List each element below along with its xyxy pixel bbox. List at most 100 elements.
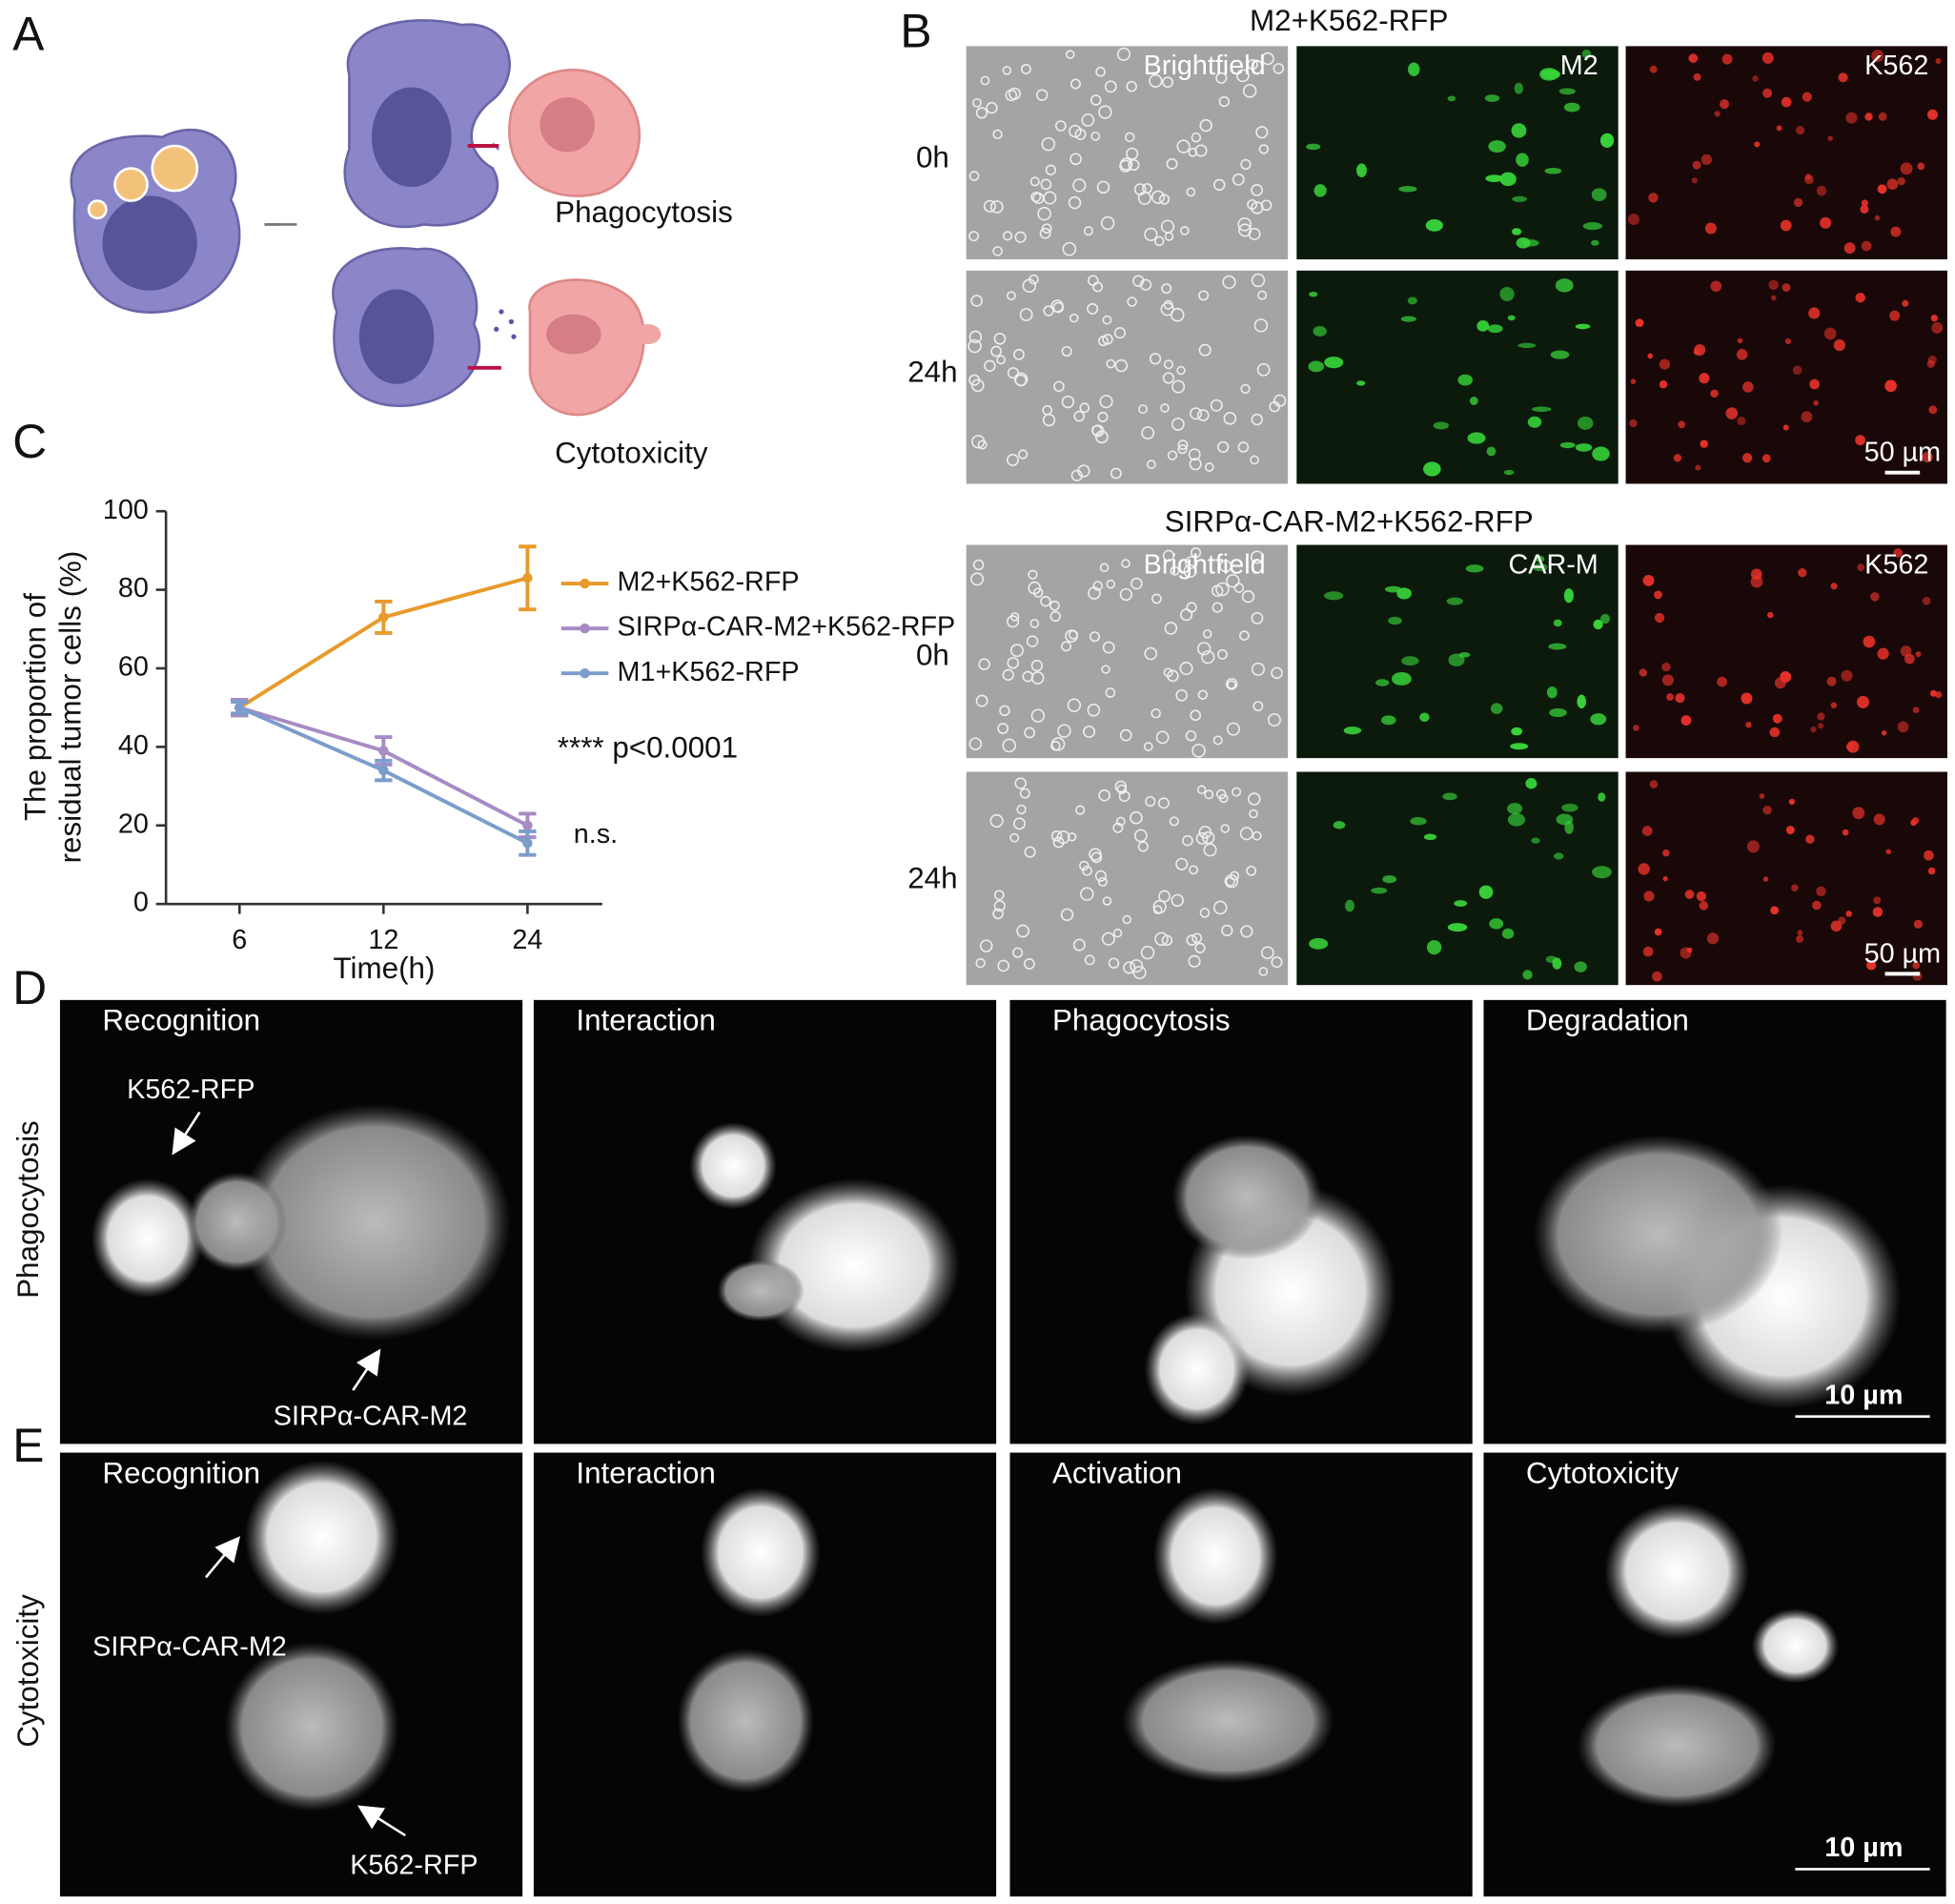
- cell: [1343, 727, 1362, 735]
- annotation: K562-RFP: [350, 1850, 478, 1880]
- cell: [1030, 192, 1042, 203]
- cell: [1503, 469, 1515, 476]
- cell: [1400, 316, 1416, 322]
- cell: [1772, 713, 1782, 724]
- cell: [972, 97, 982, 108]
- cell: [1247, 58, 1258, 71]
- annotation: K562-RFP: [127, 1075, 255, 1105]
- legend-label: M2+K562-RFP: [618, 567, 800, 598]
- cell: [1179, 662, 1193, 676]
- cell: [1856, 695, 1869, 708]
- cell: [1810, 726, 1817, 733]
- cell: [1160, 302, 1174, 317]
- group-title: M2+K562-RFP: [1250, 4, 1448, 37]
- cell: [1097, 876, 1108, 887]
- cell: [1870, 592, 1880, 602]
- cell: [1818, 723, 1824, 729]
- channel-label: CAR-M: [1508, 549, 1598, 580]
- cell: [1356, 380, 1366, 386]
- cell: [1535, 555, 1545, 563]
- cell: [1797, 930, 1803, 936]
- cell: [1213, 178, 1226, 192]
- row-label: 24h: [907, 862, 957, 895]
- stage-title: Cytotoxicity: [1526, 1456, 1680, 1489]
- cartoon-label: Cytotoxicity: [555, 437, 708, 470]
- cell: [1699, 901, 1709, 911]
- arrow: [204, 1536, 241, 1579]
- cell: [1556, 813, 1574, 826]
- cell: [1100, 215, 1115, 231]
- cell: [1014, 374, 1028, 387]
- cell: [1673, 454, 1682, 462]
- y-tick-label: 20: [118, 809, 149, 839]
- cell: [1017, 449, 1028, 460]
- side-label: Cytotoxicity: [11, 1594, 45, 1748]
- cell: [1642, 946, 1654, 957]
- cell: [1160, 403, 1170, 413]
- cell: [1861, 199, 1868, 207]
- cell: [1032, 587, 1044, 598]
- cell: [1248, 792, 1261, 806]
- cell: [1030, 660, 1044, 672]
- cell: [1189, 458, 1202, 471]
- cell: [1012, 947, 1024, 958]
- cell: [1024, 727, 1036, 739]
- cell: [1649, 780, 1659, 788]
- cell: [1488, 140, 1506, 153]
- cell: [993, 332, 1007, 345]
- cell: [1271, 666, 1283, 680]
- cell: [1410, 816, 1427, 826]
- cell: [1147, 460, 1156, 470]
- cell: [1817, 712, 1825, 721]
- cell: [1533, 1135, 1783, 1335]
- cell: [1036, 89, 1049, 101]
- cell: [1426, 940, 1442, 955]
- cell: [1654, 612, 1665, 624]
- cell: [1392, 671, 1412, 686]
- cell: [1886, 178, 1899, 190]
- cell: [1877, 647, 1889, 660]
- cell: [1577, 694, 1587, 709]
- cell: [1102, 334, 1113, 345]
- cell: [1423, 461, 1441, 477]
- cell: [1258, 144, 1270, 154]
- cell: [1630, 379, 1637, 384]
- cell: [978, 658, 990, 670]
- cell: [989, 813, 1004, 829]
- cell: [1184, 556, 1198, 569]
- cell: [1180, 608, 1193, 622]
- cell: [1074, 128, 1087, 140]
- cell: [1186, 934, 1198, 946]
- channel-label: K562: [1864, 51, 1928, 81]
- stage-title: Activation: [1052, 1456, 1182, 1489]
- cell: [1128, 158, 1140, 172]
- series-line: [238, 576, 528, 709]
- cell: [1467, 432, 1486, 444]
- cell: [1197, 642, 1212, 656]
- side-label: Phagocytosis: [11, 1120, 45, 1299]
- cell: [1442, 792, 1457, 801]
- cell: [1922, 451, 1933, 463]
- point: [522, 838, 533, 849]
- cell: [1792, 365, 1802, 376]
- cell: [1592, 866, 1612, 879]
- cell: [1125, 132, 1135, 143]
- cell: [1499, 172, 1517, 187]
- cell: [1522, 970, 1533, 980]
- cell: [1102, 315, 1112, 325]
- cell: [1099, 563, 1110, 573]
- panel-label: B: [900, 5, 931, 58]
- cell: [1155, 730, 1170, 745]
- cell: [1183, 563, 1197, 579]
- cell: [1162, 76, 1173, 89]
- cell: [1177, 443, 1188, 455]
- x-axis-title: Time(h): [334, 952, 436, 985]
- cell: [1830, 583, 1838, 590]
- cell: [1784, 338, 1792, 345]
- cell: [1904, 653, 1915, 665]
- cell: [1217, 440, 1230, 453]
- cell: [1010, 644, 1024, 658]
- cell: [1507, 812, 1526, 827]
- cell: [1122, 1658, 1334, 1784]
- cell: [1140, 945, 1155, 960]
